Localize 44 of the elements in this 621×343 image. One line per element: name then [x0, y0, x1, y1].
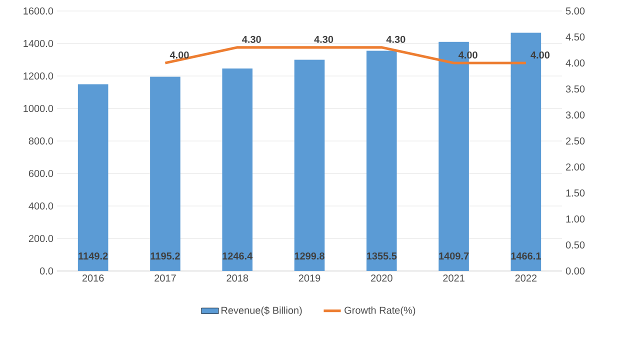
y-tick-label: 1400.0: [24, 40, 54, 48]
y-tick-label: 1000.0: [24, 104, 54, 112]
legend-label: Growth Rate(%): [344, 306, 416, 316]
data-label: 4.30: [386, 36, 406, 43]
y2-tick-label: 0.50: [566, 241, 585, 249]
y2-tick-label: 1.00: [566, 215, 585, 223]
y2-tick-label: 3.00: [566, 111, 585, 119]
y2-tick-label: 2.50: [566, 137, 585, 145]
y2-tick-label: 4.50: [566, 33, 585, 41]
data-label: 1195.2: [150, 252, 180, 260]
bar: [150, 76, 180, 271]
y2-tick-label: 5.00: [566, 7, 585, 15]
x-tick-label: 2019: [298, 274, 320, 282]
x-tick-label: 2017: [154, 274, 176, 282]
y-tick-label: 800.0: [28, 137, 54, 145]
y-tick-label: 1600.0: [24, 7, 54, 15]
y2-tick-label: 0.00: [566, 267, 585, 275]
data-label: 4.30: [314, 36, 334, 43]
y2-tick-label: 2.00: [566, 163, 585, 171]
data-label: 1355.5: [366, 252, 397, 260]
x-tick-label: 2016: [82, 274, 104, 282]
y2-tick-label: 3.50: [566, 85, 585, 93]
data-label: 4.30: [242, 36, 261, 43]
x-tick-label: 2018: [226, 274, 248, 282]
y2-tick-label: 4.00: [566, 59, 585, 67]
data-label: 1149.2: [78, 252, 108, 260]
x-tick-label: 2022: [515, 274, 537, 282]
bar: [294, 60, 325, 271]
x-tick-label: 2021: [443, 274, 464, 282]
y2-tick-label: 1.50: [566, 189, 585, 197]
y-tick-label: 200.0: [28, 234, 54, 242]
legend-label: Revenue($ Billion): [222, 306, 302, 316]
bar: [222, 68, 253, 271]
bar: [366, 50, 397, 271]
y-tick-label: 1200.0: [24, 72, 54, 80]
data-label: 1466.1: [511, 252, 541, 260]
data-label: 4.00: [170, 51, 189, 59]
data-label: 1409.7: [439, 252, 469, 260]
y-tick-label: 0.0: [40, 267, 54, 275]
bar: [78, 84, 108, 271]
y-tick-label: 600.0: [28, 170, 54, 178]
y-tick-label: 400.0: [28, 202, 54, 210]
x-tick-label: 2020: [371, 274, 392, 282]
data-label: 1299.8: [294, 252, 324, 260]
